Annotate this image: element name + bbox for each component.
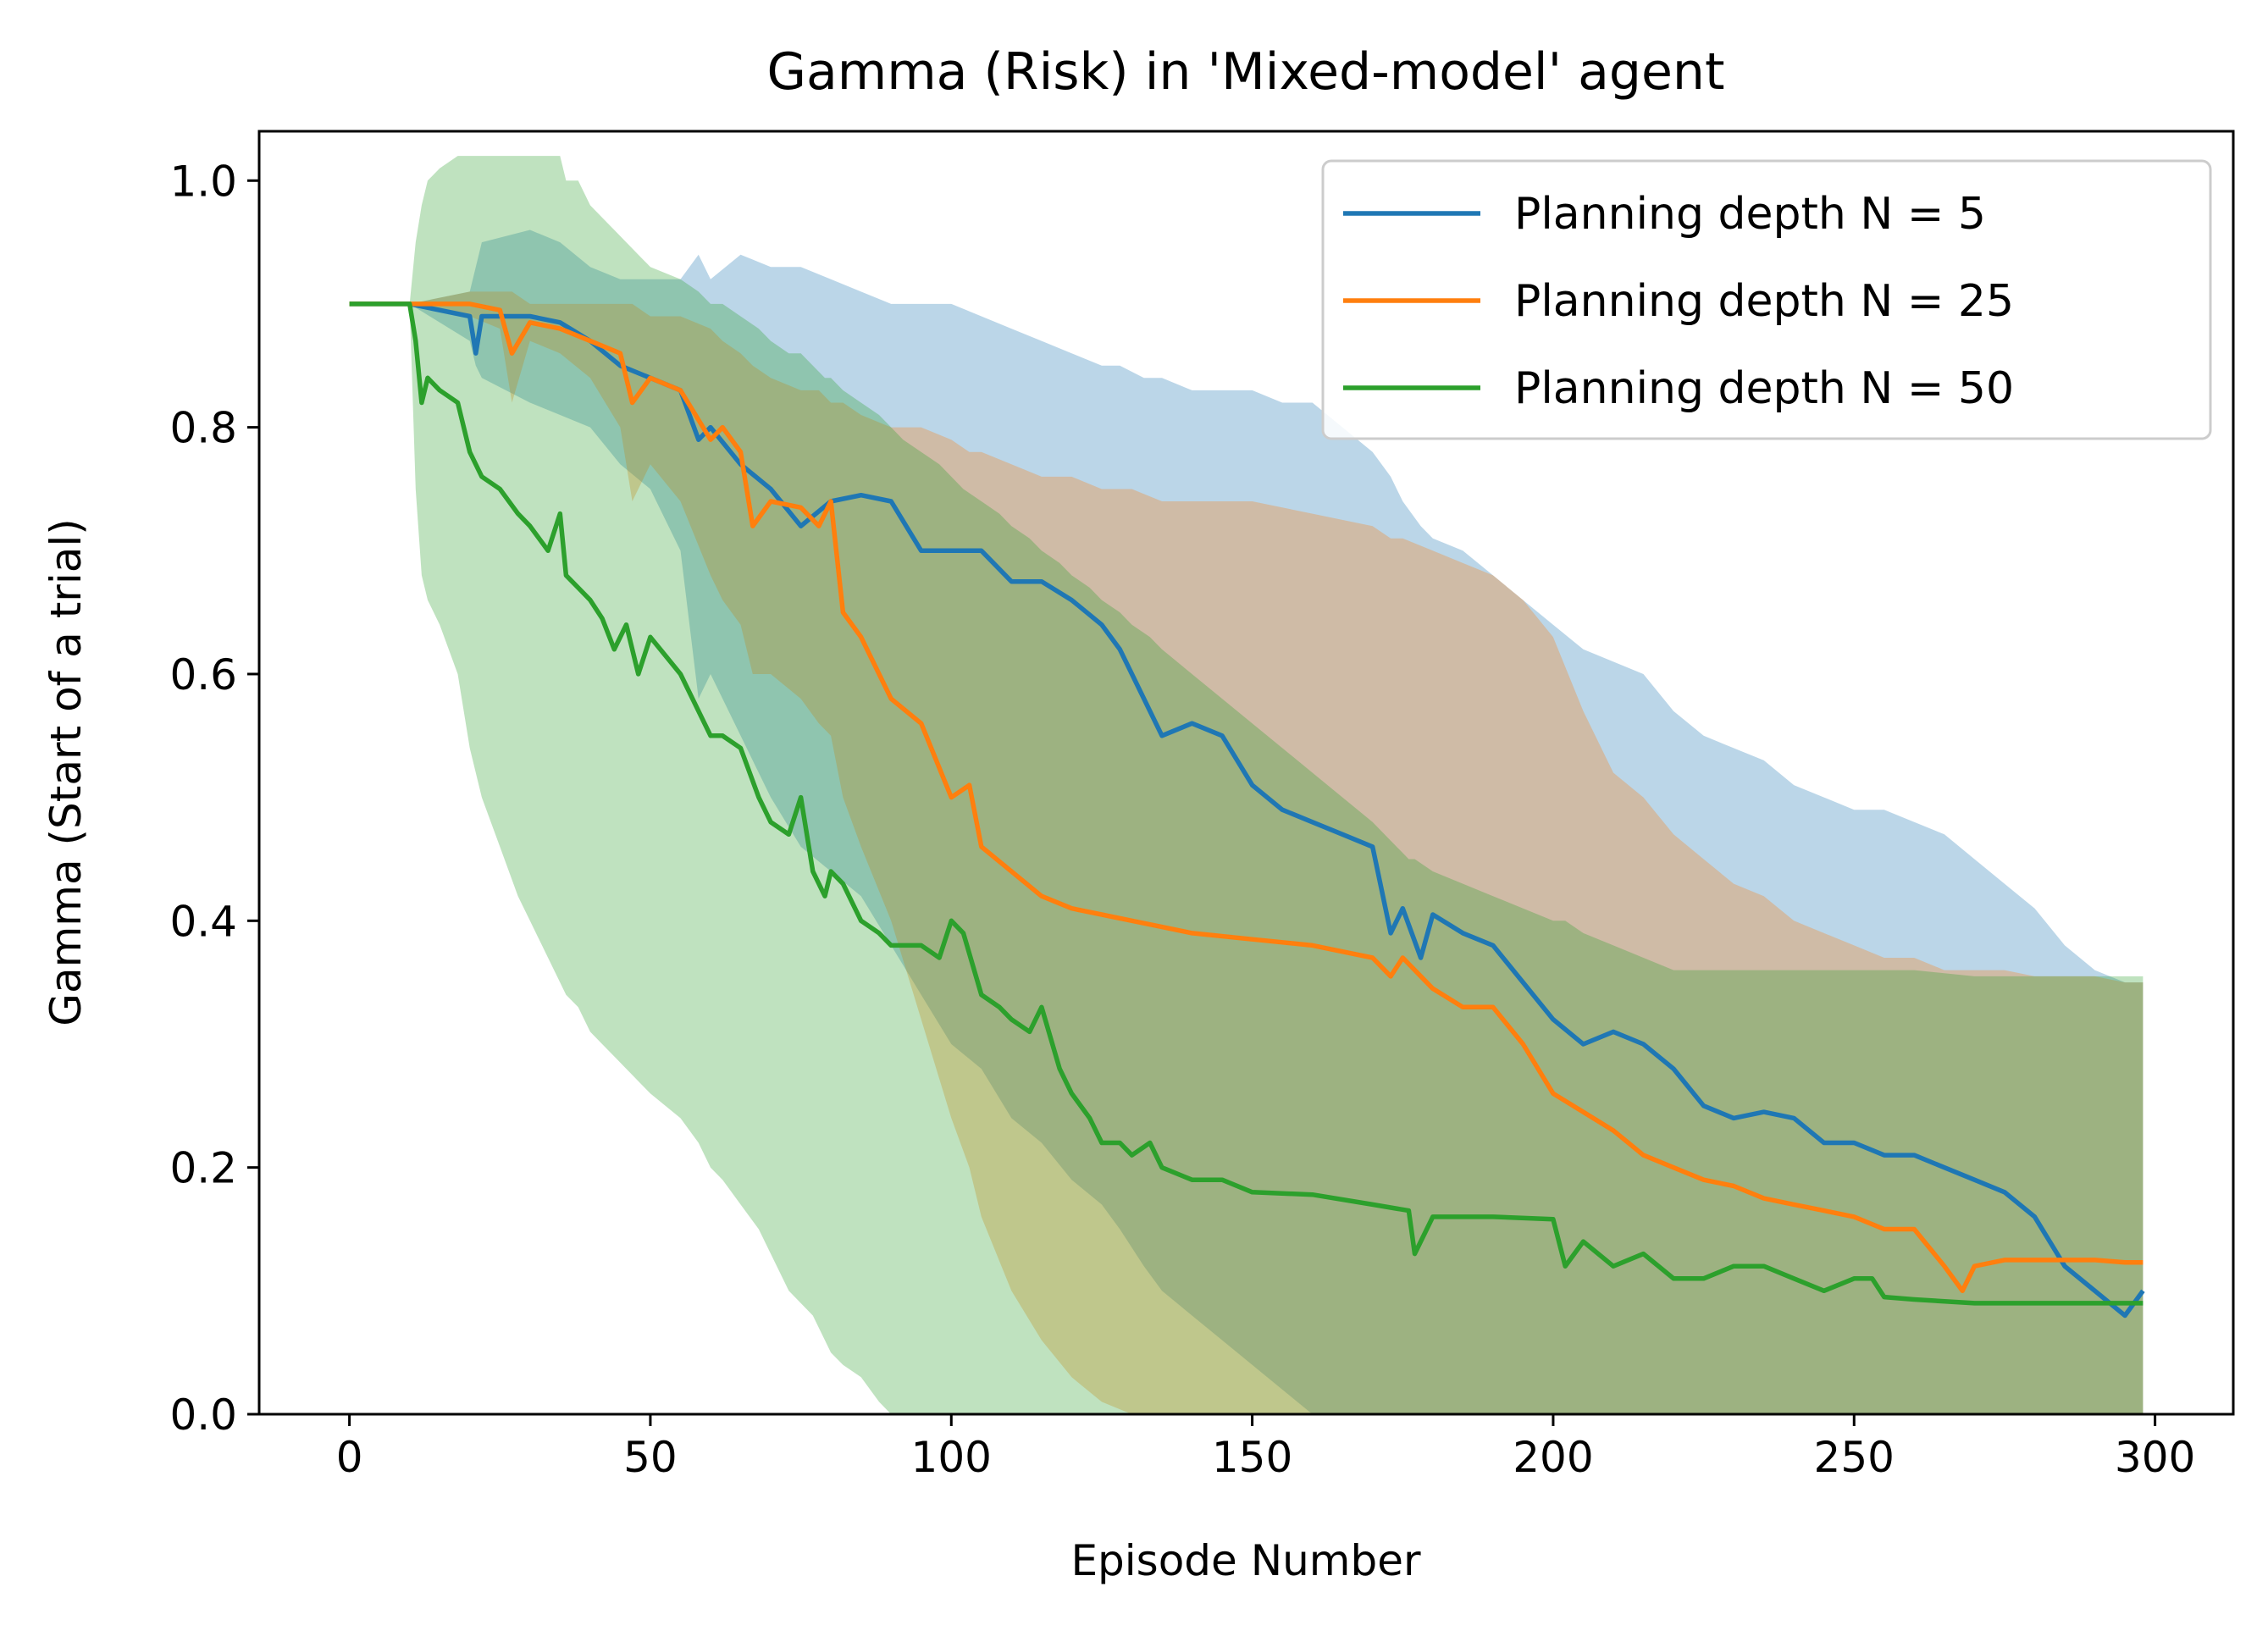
- x-axis-label: Episode Number: [1070, 1536, 1421, 1585]
- x-tick-label: 150: [1212, 1433, 1292, 1482]
- legend-box: [1321, 159, 2212, 440]
- x-tick-label: 50: [623, 1433, 678, 1482]
- y-tick-label: 1.0: [169, 157, 237, 206]
- legend: Planning depth N = 5 Planning depth N = 2…: [1321, 159, 2212, 440]
- chart-title: Gamma (Risk) in 'Mixed-model' agent: [767, 42, 1725, 102]
- y-axis-label: Gamma (Start of a trial): [41, 518, 91, 1026]
- line-series-2: [349, 301, 2144, 1294]
- y-tick-label: 0.6: [169, 650, 237, 699]
- x-tick-label: 300: [2115, 1433, 2195, 1482]
- legend-label-2: Planning depth N = 25: [1514, 276, 2014, 327]
- line-series-1: [349, 301, 2145, 1319]
- series-lines: [349, 301, 2145, 1319]
- y-tick-label: 0.0: [169, 1390, 237, 1440]
- y-tick-label: 0.4: [169, 897, 237, 946]
- y-tick-label: 0.2: [169, 1144, 237, 1193]
- legend-label-3: Planning depth N = 50: [1514, 363, 2014, 414]
- legend-label-1: Planning depth N = 5: [1514, 189, 1986, 240]
- x-tick-label: 200: [1513, 1433, 1593, 1482]
- x-tick-label: 100: [911, 1433, 992, 1482]
- y-tick-label: 0.8: [169, 404, 237, 453]
- x-tick-label: 250: [1814, 1433, 1895, 1482]
- line-series-3: [349, 301, 2144, 1306]
- plot-frame: [257, 130, 2235, 1416]
- x-tick-label: 0: [336, 1433, 363, 1482]
- band-series-3: [349, 156, 2144, 1414]
- axes: 0 50 100 150 200 250 300 0.0 0.2 0.4 0.6 0.8 1.0: [169, 130, 2235, 1482]
- band-series-2: [349, 291, 2144, 1414]
